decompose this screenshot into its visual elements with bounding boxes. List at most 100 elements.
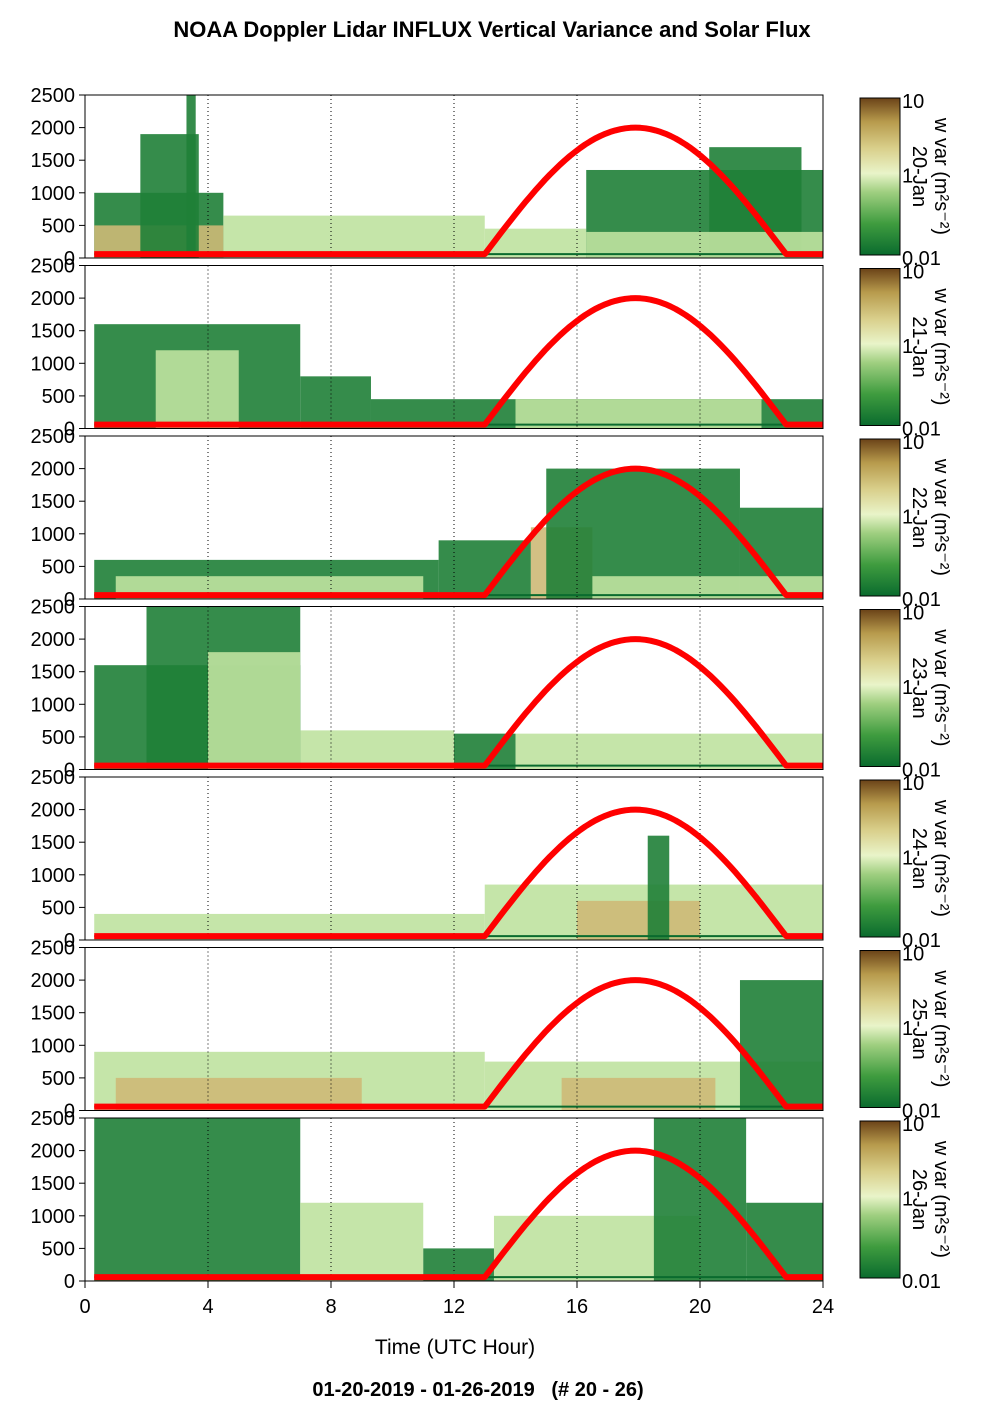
panel-date-label: 22-Jan — [908, 487, 930, 548]
colorbar — [859, 609, 901, 767]
panel-25-Jan: 0 500 1000 1500 2000 2500 10 1 0.01 w var (m²s⁻²)… — [31, 938, 953, 1123]
panel-frame — [84, 606, 824, 770]
variance-region — [300, 1202, 424, 1281]
colorbar-tick-label: 10 — [902, 944, 924, 966]
colorbar-tick-label: 1 — [902, 677, 913, 699]
y-tick-label: 2000 — [31, 629, 76, 651]
y-tick-label: 2500 — [31, 1108, 76, 1130]
x-tick-label: 12 — [443, 1296, 465, 1318]
y-tick-label: 1000 — [31, 183, 76, 205]
variance-region — [592, 576, 823, 599]
colorbar-tick-label: 10 — [902, 1114, 924, 1136]
y-tick-label: 1000 — [31, 353, 76, 375]
y-tick-label: 2500 — [31, 426, 76, 448]
y-tick-label: 2000 — [31, 800, 76, 822]
panel-23-Jan: 0 500 1000 1500 2000 2500 10 1 0.01 w var (m²s⁻²)… — [31, 597, 953, 782]
x-tick-label: 20 — [689, 1296, 711, 1318]
colorbar-tick-label: 1 — [902, 1018, 913, 1040]
variance-region — [653, 1118, 747, 1281]
y-tick-label: 1000 — [31, 865, 76, 887]
y-tick-label: 2500 — [31, 938, 76, 960]
colorbar-tick-label: 1 — [902, 166, 913, 188]
date-range-footer: 01-20-2019 - 01-26-2019 (# 20 - 26) — [312, 1379, 643, 1401]
y-tick-label: 1000 — [31, 1206, 76, 1228]
x-tick-label: 4 — [202, 1296, 213, 1318]
solar-flux-curve — [94, 636, 824, 769]
y-tick-label: 2500 — [31, 256, 76, 278]
colorbar — [859, 779, 901, 938]
y-tick-label: 2500 — [31, 85, 76, 107]
colorbar — [859, 438, 901, 597]
colorbar-tick-label: 10 — [902, 432, 924, 454]
panel-frame — [84, 435, 824, 600]
colorbar-label: w var (m²s⁻²) — [930, 458, 952, 576]
x-tick-label: 24 — [812, 1296, 834, 1318]
x-axis: 0 4 8 12 16 20 24 — [79, 1281, 834, 1318]
x-tick-label: 0 — [79, 1296, 90, 1318]
solar-flux-curve — [94, 977, 824, 1110]
panel-date-label: 24-Jan — [908, 828, 930, 889]
panel-date-label: 23-Jan — [908, 657, 930, 718]
colorbar-tick-label: 1 — [902, 336, 913, 358]
panel-22-Jan: 0 500 1000 1500 2000 2500 10 1 0.01 w var (m²s⁻²)… — [31, 426, 953, 611]
variance-region — [438, 540, 531, 599]
colorbar-tick-label: 0.01 — [902, 760, 941, 782]
colorbar-tick-label: 0.01 — [902, 930, 941, 952]
solar-flux-curve — [94, 124, 824, 258]
colorbar-label: w var (m²s⁻²) — [930, 1140, 952, 1258]
y-tick-label: 1500 — [31, 491, 76, 513]
y-tick-label: 500 — [42, 386, 75, 408]
variance-region — [94, 1118, 301, 1281]
colorbar-tick-label: 0.01 — [902, 419, 941, 441]
panel-frame — [84, 776, 824, 941]
variance-region — [577, 900, 700, 940]
variance-region — [223, 215, 485, 258]
panel-date-label: 25-Jan — [908, 998, 930, 1059]
panel-date-label: 20-Jan — [908, 146, 930, 207]
solar-flux-curve — [94, 295, 824, 428]
panel-date-label: 26-Jan — [908, 1169, 930, 1230]
panel-21-Jan: 0 500 1000 1500 2000 2500 10 1 0.01 w var (m²s⁻²)… — [31, 256, 953, 441]
y-tick-label: 0 — [64, 760, 75, 782]
variance-region — [186, 95, 196, 258]
y-tick-label: 0 — [64, 589, 75, 611]
y-tick-label: 0 — [64, 1271, 75, 1293]
colorbar-tick-label: 0.01 — [902, 1271, 941, 1293]
colorbar-tick-label: 10 — [902, 262, 924, 284]
solar-flux-curve — [94, 465, 824, 599]
panel-date-label: 21-Jan — [908, 316, 930, 377]
y-tick-label: 0 — [64, 930, 75, 952]
y-tick-label: 500 — [42, 1238, 75, 1260]
x-tick-label: 8 — [325, 1296, 336, 1318]
variance-region — [739, 980, 823, 1111]
solar-flux-curve — [94, 806, 824, 940]
y-tick-label: 0 — [64, 1101, 75, 1123]
variance-region — [155, 350, 239, 429]
colorbar-tick-label: 10 — [902, 773, 924, 795]
colorbar-label: w var (m²s⁻²) — [930, 969, 952, 1087]
panel-20-Jan: 0 500 1000 1500 2000 2500 10 1 0.01 w var (m²s⁻²)… — [31, 85, 953, 270]
variance-region — [300, 376, 371, 429]
x-axis-label: Time (UTC Hour) — [375, 1336, 535, 1359]
figure-title: NOAA Doppler Lidar INFLUX Vertical Varia… — [173, 17, 811, 42]
variance-region — [208, 652, 301, 770]
y-tick-label: 2500 — [31, 767, 76, 789]
solar-flux-curve — [94, 1147, 824, 1281]
colorbar — [859, 950, 901, 1108]
colorbar — [859, 268, 901, 426]
y-tick-label: 500 — [42, 727, 75, 749]
y-tick-label: 500 — [42, 1068, 75, 1090]
panel-frame — [84, 94, 824, 259]
y-tick-label: 1500 — [31, 1173, 76, 1195]
x-tick-label: 16 — [566, 1296, 588, 1318]
y-tick-label: 500 — [42, 897, 75, 919]
colorbar-label: w var (m²s⁻²) — [930, 799, 952, 917]
y-tick-label: 1500 — [31, 1003, 76, 1025]
y-tick-label: 500 — [42, 215, 75, 237]
panel-26-Jan: 0 500 1000 1500 2000 2500 10 1 0.01 w var (m²s⁻²)… — [31, 1108, 953, 1293]
y-tick-label: 2000 — [31, 118, 76, 140]
colorbar-label: w var (m²s⁻²) — [930, 117, 952, 235]
variance-region — [561, 1077, 716, 1111]
colorbar-tick-label: 10 — [902, 91, 924, 113]
